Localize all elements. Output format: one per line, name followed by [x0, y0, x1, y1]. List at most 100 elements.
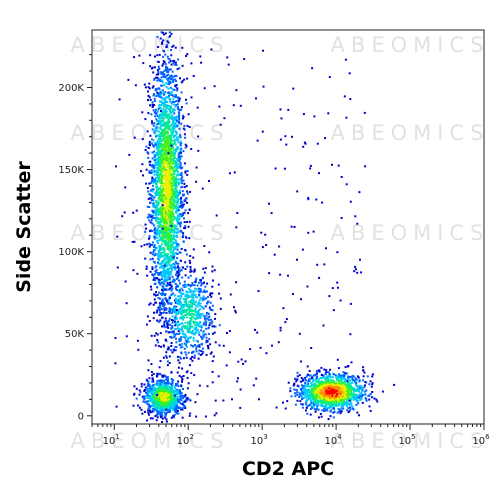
scatter-point	[174, 297, 177, 300]
scatter-point	[192, 336, 195, 339]
scatter-point	[165, 137, 168, 140]
scatter-point	[173, 279, 176, 282]
scatter-point	[161, 316, 163, 319]
scatter-point	[194, 344, 196, 346]
scatter-point	[325, 407, 328, 410]
scatter-point	[174, 333, 177, 336]
scatter-point	[179, 136, 182, 139]
scatter-point	[169, 201, 172, 204]
scatter-point	[160, 213, 163, 216]
scatter-point	[160, 72, 163, 75]
scatter-point	[160, 243, 163, 246]
scatter-point	[174, 410, 177, 413]
scatter-point	[186, 190, 189, 193]
scatter-point	[149, 54, 152, 57]
scatter-point	[176, 257, 179, 260]
scatter-point	[156, 209, 159, 212]
scatter-point	[160, 237, 163, 240]
scatter-point	[163, 250, 166, 253]
scatter-point	[376, 400, 379, 403]
scatter-point	[205, 323, 207, 325]
scatter-point	[189, 274, 192, 277]
scatter-point	[157, 224, 160, 227]
scatter-point	[165, 204, 168, 207]
scatter-point	[174, 143, 177, 146]
scatter-point	[177, 298, 180, 301]
scatter-point	[190, 331, 193, 334]
scatter-point	[170, 243, 172, 246]
scatter-point	[177, 309, 180, 312]
scatter-point	[155, 190, 158, 193]
scatter-point	[310, 401, 313, 404]
scatter-point	[182, 397, 184, 400]
scatter-point	[188, 284, 191, 287]
scatter-point	[161, 138, 164, 141]
scatter-point	[167, 346, 170, 349]
scatter-point	[168, 262, 171, 265]
scatter-point	[181, 318, 184, 321]
scatter-point	[187, 304, 190, 307]
scatter-point	[154, 294, 157, 297]
scatter-point	[168, 276, 171, 279]
scatter-point	[173, 385, 176, 388]
scatter-point	[164, 294, 166, 297]
scatter-point	[179, 346, 182, 349]
scatter-point	[362, 369, 365, 372]
scatter-point	[163, 117, 166, 120]
scatter-point	[160, 134, 163, 137]
scatter-point	[166, 171, 169, 174]
scatter-point	[169, 405, 172, 408]
scatter-point	[175, 289, 178, 291]
scatter-point	[178, 209, 181, 212]
scatter-point	[343, 373, 346, 376]
scatter-point	[152, 180, 155, 183]
scatter-point	[198, 313, 201, 315]
scatter-point	[186, 77, 189, 80]
scatter-point	[349, 397, 352, 400]
scatter-point	[210, 295, 213, 298]
scatter-point	[155, 170, 157, 173]
scatter-point	[180, 304, 183, 307]
scatter-point	[177, 366, 180, 369]
scatter-point	[172, 213, 175, 216]
scatter-point	[162, 177, 165, 180]
scatter-point	[162, 189, 165, 192]
scatter-point	[170, 335, 172, 338]
scatter-point	[173, 153, 176, 156]
scatter-point	[352, 408, 355, 411]
scatter-point	[177, 244, 180, 247]
scatter-point	[155, 203, 158, 206]
scatter-point	[166, 200, 169, 202]
scatter-point	[165, 270, 168, 273]
scatter-point	[169, 163, 172, 166]
scatter-point	[162, 60, 165, 63]
scatter-point	[170, 92, 173, 95]
scatter-point	[182, 308, 185, 311]
scatter-point	[343, 402, 346, 405]
scatter-point	[343, 375, 346, 378]
scatter-point	[181, 205, 184, 208]
scatter-point	[157, 261, 159, 264]
scatter-point	[140, 408, 143, 411]
scatter-point	[159, 194, 162, 197]
scatter-point	[193, 301, 196, 304]
scatter-point	[183, 303, 186, 306]
scatter-point	[166, 378, 169, 381]
scatter-point	[154, 76, 157, 79]
scatter-point	[176, 201, 179, 203]
scatter-point	[151, 190, 154, 193]
scatter-point	[187, 225, 190, 228]
scatter-point	[153, 153, 156, 156]
scatter-point	[171, 203, 174, 206]
scatter-point	[156, 309, 159, 312]
scatter-point	[163, 240, 165, 243]
scatter-point	[170, 308, 173, 310]
scatter-point	[151, 138, 153, 141]
scatter-point	[169, 141, 172, 144]
scatter-point	[174, 273, 177, 276]
scatter-point	[168, 213, 171, 216]
scatter-point	[143, 390, 146, 393]
scatter-point	[170, 134, 172, 137]
scatter-point	[187, 397, 190, 400]
scatter-point	[183, 300, 186, 303]
